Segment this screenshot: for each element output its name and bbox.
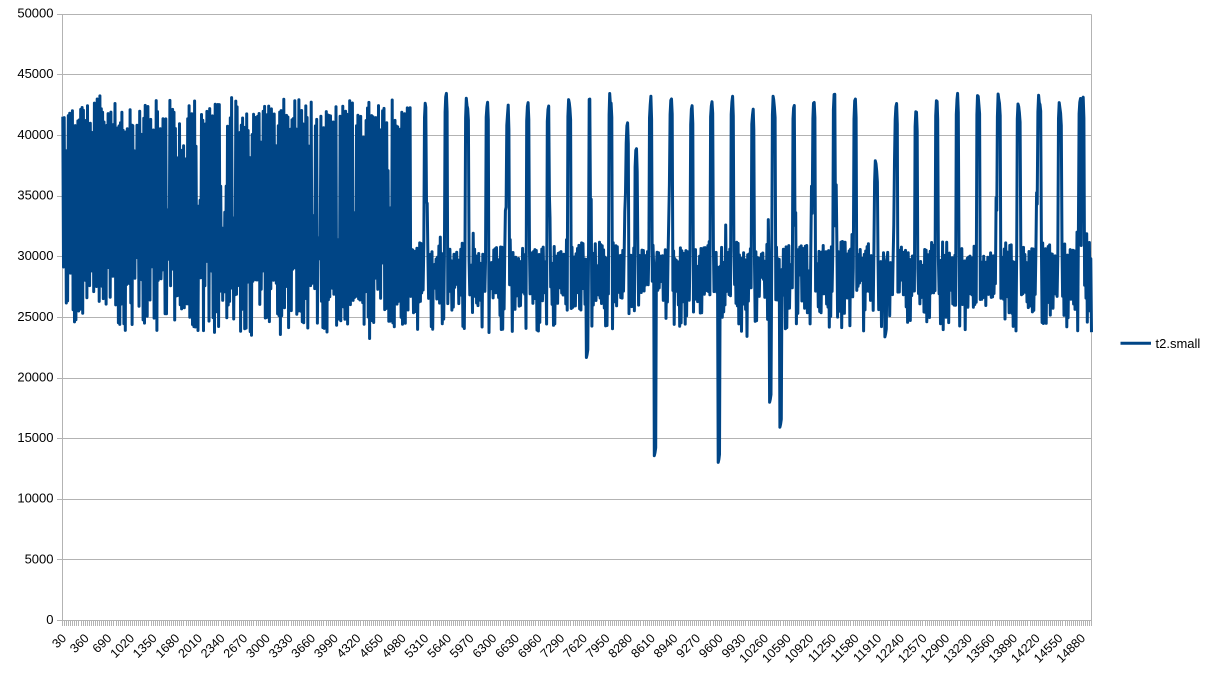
svg-text:0: 0 bbox=[46, 612, 53, 627]
svg-text:20000: 20000 bbox=[17, 369, 53, 384]
svg-text:35000: 35000 bbox=[17, 188, 53, 203]
svg-text:25000: 25000 bbox=[17, 309, 53, 324]
svg-text:10000: 10000 bbox=[17, 491, 53, 506]
svg-text:5000: 5000 bbox=[25, 551, 54, 566]
svg-text:45000: 45000 bbox=[17, 66, 53, 81]
svg-text:50000: 50000 bbox=[17, 6, 53, 21]
svg-text:30000: 30000 bbox=[17, 248, 53, 263]
svg-text:40000: 40000 bbox=[17, 127, 53, 142]
svg-text:15000: 15000 bbox=[17, 430, 53, 445]
svg-text:t2.small: t2.small bbox=[1156, 336, 1201, 351]
